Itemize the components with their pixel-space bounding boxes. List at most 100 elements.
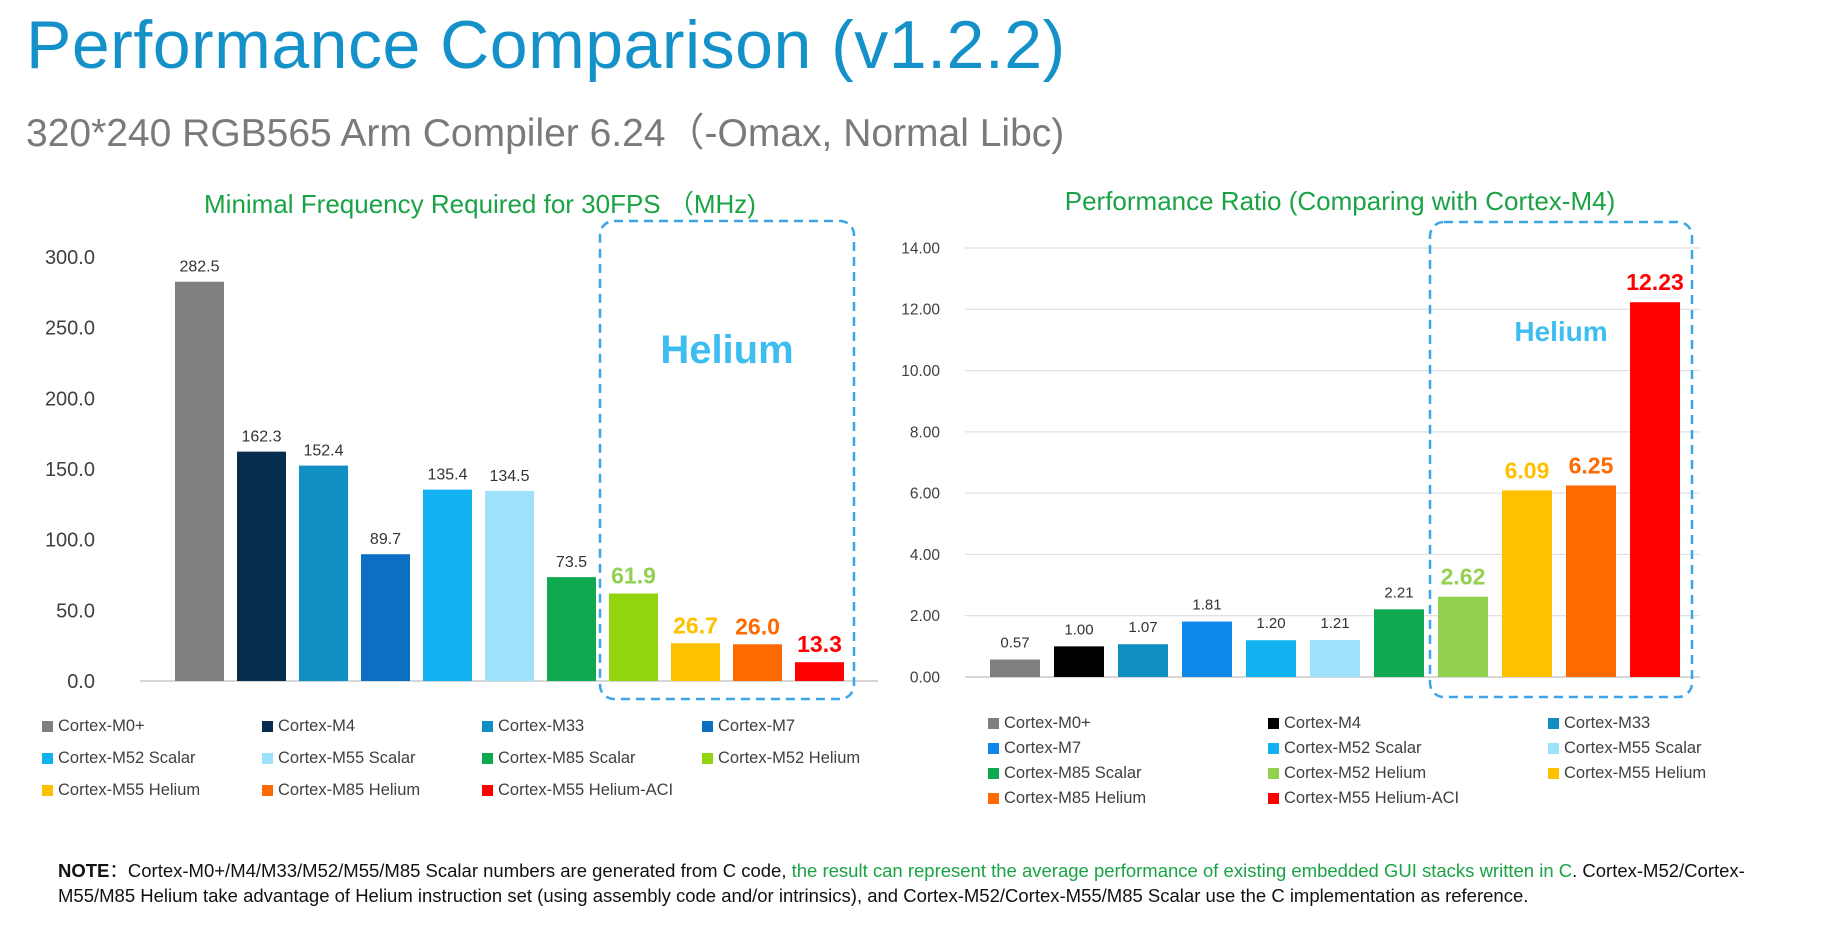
- bar-cortex-m4: [237, 451, 286, 681]
- legend-label: Cortex-M0+: [58, 717, 145, 735]
- legend-label: Cortex-M55 Scalar: [278, 749, 416, 767]
- frequency-bar-chart: 300.0 250.0 200.0 150.0 100.0 50.0 0.0 282.5 162…: [42, 219, 878, 799]
- legend-swatch: [1268, 768, 1279, 779]
- legend-swatch: [482, 721, 493, 732]
- data-label-cortex-m52-scalar: 1.20: [1256, 615, 1285, 632]
- bar-cortex-m55-scalar: [1310, 639, 1360, 677]
- legend-swatch: [988, 768, 999, 779]
- legend-item-cortex-m85-helium: Cortex-M85 Helium: [988, 789, 1146, 807]
- y-tick-label: 6.00: [910, 486, 941, 503]
- bar-cortex-m55-scalar: [485, 490, 534, 681]
- legend-label: Cortex-M52 Scalar: [58, 749, 196, 767]
- legend-label: Cortex-M0+: [1004, 714, 1091, 732]
- y-tick-label: 10.00: [901, 363, 940, 380]
- y-tick-label: 150.0: [45, 459, 95, 481]
- legend-item-cortex-m55-helium-aci: Cortex-M55 Helium-ACI: [482, 781, 673, 799]
- chart-title-ratio: Performance Ratio (Comparing with Cortex…: [1064, 186, 1616, 216]
- legend-swatch: [1268, 793, 1279, 804]
- legend-swatch: [262, 721, 273, 732]
- legend-swatch: [42, 753, 53, 764]
- y-tick-label: 250.0: [45, 318, 95, 340]
- legend-label: Cortex-M33: [498, 717, 584, 735]
- bar-cortex-m85-scalar: [547, 577, 596, 681]
- bar-cortex-m55-helium: [671, 643, 720, 681]
- legend-swatch: [262, 753, 273, 764]
- bar-cortex-m55-helium-aci: [1630, 302, 1680, 677]
- legend-swatch: [988, 793, 999, 804]
- legend-swatch: [988, 743, 999, 754]
- legend-swatch: [1548, 718, 1559, 729]
- legend-swatch: [42, 785, 53, 796]
- legend-item-cortex-m52-scalar: Cortex-M52 Scalar: [1268, 739, 1422, 757]
- data-label-cortex-m4: 1.00: [1064, 621, 1093, 638]
- bar-cortex-m7: [1182, 621, 1232, 677]
- note-text-1: Cortex-M0+/M4/M33/M52/M55/M85 Scalar num…: [127, 860, 792, 881]
- legend-swatch: [482, 785, 493, 796]
- helium-annotation: Helium: [660, 328, 793, 372]
- legend-item-cortex-m85-scalar: Cortex-M85 Scalar: [482, 749, 636, 767]
- data-label-cortex-m52-helium: 61.9: [611, 563, 656, 589]
- legend-label: Cortex-M4: [278, 717, 355, 735]
- legend-item-cortex-m55-scalar: Cortex-M55 Scalar: [1548, 739, 1702, 757]
- legend-swatch: [262, 785, 273, 796]
- legend-swatch: [1548, 768, 1559, 779]
- bar-cortex-m4: [1054, 646, 1104, 677]
- ratio-bar-chart: 14.00 12.00 10.00 8.00 6.00 4.00 2.00 0.00 0.57 1…: [901, 220, 1706, 807]
- y-tick-label: 12.00: [901, 302, 940, 319]
- y-tick-label: 50.0: [56, 600, 95, 622]
- y-tick-label: 300.0: [45, 247, 95, 269]
- data-label-cortex-m0: 282.5: [179, 259, 219, 276]
- bar-cortex-m85-helium: [1566, 485, 1616, 677]
- footnote: NOTE：Cortex-M0+/M4/M33/M52/M55/M85 Scala…: [58, 858, 1778, 908]
- legend-swatch: [42, 721, 53, 732]
- bar-cortex-m85-scalar: [1374, 609, 1424, 677]
- note-key: NOTE: [58, 860, 110, 881]
- data-label-cortex-m0: 0.57: [1000, 635, 1029, 652]
- legend-label: Cortex-M52 Helium: [1284, 764, 1426, 782]
- legend-item-cortex-m52-scalar: Cortex-M52 Scalar: [42, 749, 196, 767]
- data-label-cortex-m55-helium-aci: 13.3: [797, 631, 842, 657]
- legend-label: Cortex-M4: [1284, 714, 1361, 732]
- bar-cortex-m52-scalar: [1246, 640, 1296, 677]
- legend-item-cortex-m55-helium-aci: Cortex-M55 Helium-ACI: [1268, 789, 1459, 807]
- legend-label: Cortex-M55 Helium-ACI: [1284, 789, 1459, 807]
- legend-swatch: [702, 721, 713, 732]
- legend-item-cortex-m55-scalar: Cortex-M55 Scalar: [262, 749, 416, 767]
- data-label-cortex-m33: 152.4: [303, 443, 343, 460]
- legend-item-cortex-m52-helium: Cortex-M52 Helium: [1268, 764, 1426, 782]
- data-label-cortex-m55-scalar: 134.5: [489, 468, 529, 485]
- legend-label: Cortex-M55 Helium-ACI: [498, 781, 673, 799]
- data-label-cortex-m85-scalar: 73.5: [556, 554, 587, 571]
- helium-region-box: [1428, 220, 1694, 699]
- data-label-cortex-m85-helium: 26.0: [735, 613, 780, 639]
- note-highlight: the result can represent the average per…: [791, 860, 1573, 881]
- legend-item-cortex-m85-helium: Cortex-M85 Helium: [262, 781, 420, 799]
- legend-swatch: [1548, 743, 1559, 754]
- data-label-cortex-m55-helium: 26.7: [673, 612, 718, 638]
- y-tick-label: 200.0: [45, 388, 95, 410]
- legend-swatch: [482, 753, 493, 764]
- helium-annotation: Helium: [1514, 316, 1607, 347]
- bar-cortex-m85-helium: [733, 644, 782, 681]
- legend-item-cortex-m33: Cortex-M33: [1548, 714, 1650, 732]
- data-label-cortex-m55-helium: 6.09: [1505, 457, 1550, 483]
- bar-cortex-m0: [175, 281, 224, 681]
- legend-item-cortex-m7: Cortex-M7: [988, 739, 1081, 757]
- note-text-2: . Cortex-M52/Cortex-M55/M85 Helium take …: [58, 860, 1745, 906]
- legend-label: Cortex-M55 Helium: [1564, 764, 1706, 782]
- bar-cortex-m0: [990, 659, 1040, 677]
- legend-item-cortex-m52-helium: Cortex-M52 Helium: [702, 749, 860, 767]
- legend-swatch: [1268, 718, 1279, 729]
- data-label-cortex-m55-helium-aci: 12.23: [1626, 269, 1684, 295]
- data-label-cortex-m33: 1.07: [1128, 619, 1157, 636]
- y-tick-label: 0.00: [910, 669, 941, 686]
- data-label-cortex-m7: 89.7: [370, 531, 401, 548]
- helium-region-box: [598, 219, 856, 701]
- legend-item-cortex-m85-scalar: Cortex-M85 Scalar: [988, 764, 1142, 782]
- legend-item-cortex-m4: Cortex-M4: [262, 717, 355, 735]
- legend-label: Cortex-M52 Scalar: [1284, 739, 1422, 757]
- legend-swatch: [702, 753, 713, 764]
- legend-item-cortex-m7: Cortex-M7: [702, 717, 795, 735]
- legend-label: Cortex-M55 Scalar: [1564, 739, 1702, 757]
- legend-label: Cortex-M52 Helium: [718, 749, 860, 767]
